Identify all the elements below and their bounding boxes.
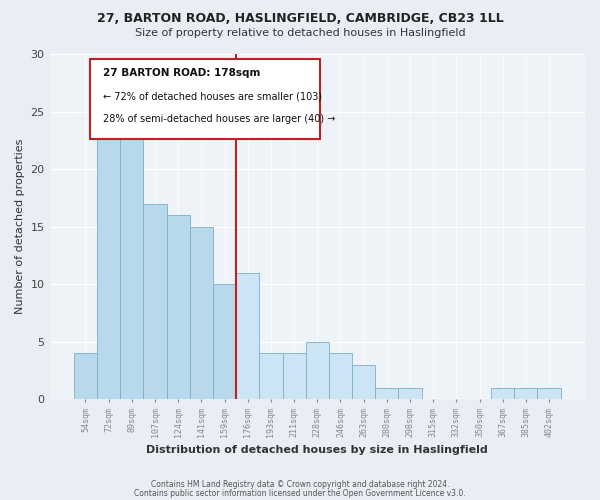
Text: 27 BARTON ROAD: 178sqm: 27 BARTON ROAD: 178sqm [103,68,260,78]
Text: Contains public sector information licensed under the Open Government Licence v3: Contains public sector information licen… [134,488,466,498]
Bar [305,342,329,399]
Bar [538,388,560,399]
Bar [167,215,190,399]
Text: 28% of semi-detached houses are larger (40) →: 28% of semi-detached houses are larger (… [103,114,335,124]
Bar [283,353,305,399]
Bar [352,364,375,399]
X-axis label: Distribution of detached houses by size in Haslingfield: Distribution of detached houses by size … [146,445,488,455]
Y-axis label: Number of detached properties: Number of detached properties [15,139,25,314]
Text: ← 72% of detached houses are smaller (103): ← 72% of detached houses are smaller (10… [103,92,322,102]
Bar [213,284,236,399]
Bar [120,123,143,399]
Text: 27, BARTON ROAD, HASLINGFIELD, CAMBRIDGE, CB23 1LL: 27, BARTON ROAD, HASLINGFIELD, CAMBRIDGE… [97,12,503,26]
Bar [190,226,213,399]
Bar [329,353,352,399]
Bar [74,353,97,399]
Bar [143,204,167,399]
Bar [236,272,259,399]
Bar [259,353,283,399]
Bar [97,134,120,399]
Bar [398,388,422,399]
Bar [491,388,514,399]
FancyBboxPatch shape [90,59,320,138]
Bar [514,388,538,399]
Text: Size of property relative to detached houses in Haslingfield: Size of property relative to detached ho… [134,28,466,38]
Text: Contains HM Land Registry data © Crown copyright and database right 2024.: Contains HM Land Registry data © Crown c… [151,480,449,489]
Bar [375,388,398,399]
